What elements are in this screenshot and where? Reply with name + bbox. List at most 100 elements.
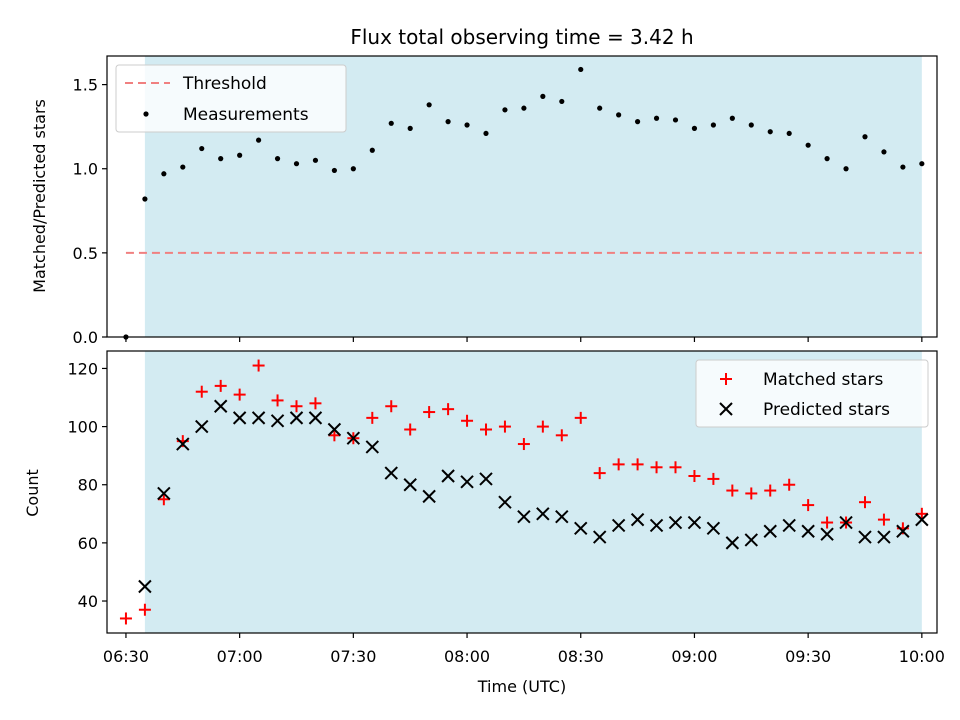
ratio-y-tick-label: 0.5: [73, 244, 98, 263]
count-y-tick-label: 120: [67, 359, 98, 378]
measurement-point: [312, 157, 319, 163]
predicted-point: [820, 527, 834, 541]
measurement-point: [218, 156, 224, 162]
matched-point: [669, 461, 682, 474]
matched-point: [442, 403, 455, 416]
predicted-point: [157, 486, 171, 501]
measurement-point: [900, 164, 906, 170]
matched-point: [915, 507, 928, 520]
matched-point: [612, 458, 625, 471]
count-y-axis-label: Count: [23, 469, 42, 517]
x-tick-label: 09:30: [785, 647, 831, 666]
measurement-point: [142, 196, 148, 202]
measurement-point: [786, 130, 792, 137]
measurement-point: [862, 134, 868, 140]
matched-point: [233, 388, 246, 401]
matched-point: [366, 411, 379, 424]
predicted-point: [536, 507, 550, 521]
predicted-point: [327, 422, 342, 437]
measurements-legend-label: Measurements: [183, 105, 309, 125]
matched-point: [726, 484, 739, 497]
measurement-point: [483, 130, 489, 137]
measurement-point: [199, 145, 205, 152]
predicted-point: [232, 411, 247, 425]
x-tick-label: 08:00: [444, 647, 490, 666]
predicted-point: [801, 524, 815, 538]
measurement-point: [521, 105, 527, 111]
matched-point: [764, 484, 777, 497]
ratio-panel: 0.0 0.5 1.0 1.5 Matched/Predicted stars Thr…: [30, 55, 938, 347]
measurement-point: [237, 152, 243, 158]
predicted-point: [706, 521, 721, 536]
measurement-point: [369, 147, 375, 153]
measurement-point: [691, 125, 698, 131]
predicted-point: [725, 536, 740, 550]
measurement-point: [634, 119, 641, 125]
measurement-point: [502, 107, 508, 113]
matched-point: [309, 397, 322, 410]
x-axis-label: Time (UTC): [477, 677, 566, 696]
measurement-point: [710, 122, 716, 128]
measurement-point: [180, 164, 186, 170]
predicted-point: [270, 414, 285, 428]
measurement-point: [616, 112, 622, 118]
count-y-tick-label: 40: [78, 592, 98, 611]
matched-point: [517, 438, 530, 451]
matched-point: [877, 513, 890, 526]
x-tick-label: 06:30: [103, 647, 149, 666]
predicted-point: [176, 437, 190, 451]
predicted-point: [422, 489, 436, 504]
count-x-ticks: 06:30 07:00 07:30 08:00 08:30 09:00 09:30 10:00: [103, 633, 945, 666]
measurement-point: [350, 166, 356, 172]
count-y-tick-label: 80: [78, 476, 98, 495]
predicted-point: [744, 533, 758, 547]
predicted-point: [763, 524, 777, 538]
matched-point: [328, 429, 341, 442]
matched-point: [498, 420, 511, 433]
ratio-y-tick-label: 1.0: [73, 160, 98, 179]
matched-point: [404, 423, 417, 436]
matched-point: [252, 359, 265, 372]
ratio-y-tick-label: 1.5: [73, 76, 98, 95]
count-plot-frame: [106, 350, 938, 634]
predicted-point: [858, 530, 872, 544]
predicted-point: [687, 515, 702, 530]
predicted-point: [555, 510, 569, 524]
matched-point: [783, 478, 796, 491]
ratio-legend: Threshold Measurements: [115, 64, 347, 133]
ratio-y-ticks: 0.0 0.5 1.0 1.5: [73, 76, 107, 347]
predicted-point: [138, 579, 152, 594]
matched-point: [423, 406, 436, 419]
matched-point: [650, 461, 663, 474]
predicted-point: [195, 419, 209, 434]
ratio-y-tick-label: 0.0: [73, 328, 98, 347]
count-y-ticks: 40 60 80 100 120: [67, 359, 107, 611]
measurement-point: [161, 171, 167, 177]
predicted-point: [915, 512, 929, 527]
matched-point: [593, 467, 606, 480]
predicted-point: [479, 472, 493, 486]
predicted-point: [611, 518, 626, 533]
matched-point: [858, 496, 871, 509]
predicted-point: [346, 431, 361, 445]
count-legend: Matched stars Predicted stars: [695, 359, 929, 428]
measurement-point: [464, 122, 470, 128]
count-y-tick-label: 60: [78, 534, 98, 553]
ratio-legend-box: [115, 64, 347, 133]
ratio-plot-frame: [106, 55, 938, 338]
count-legend-box: [695, 359, 929, 428]
matched-point: [479, 423, 492, 436]
measurements-legend-swatch: [143, 111, 149, 117]
predicted-point: [630, 512, 645, 527]
measurement-point: [597, 105, 603, 111]
predicted-point: [251, 411, 266, 425]
predicted-point: [365, 440, 380, 454]
measurement-point: [767, 129, 773, 135]
predicted-point: [308, 411, 323, 425]
predicted-point: [839, 515, 853, 530]
matched-point: [271, 394, 284, 407]
measurement-point: [559, 98, 565, 105]
matched-point: [574, 411, 587, 424]
threshold-legend-label: Threshold: [182, 74, 267, 94]
